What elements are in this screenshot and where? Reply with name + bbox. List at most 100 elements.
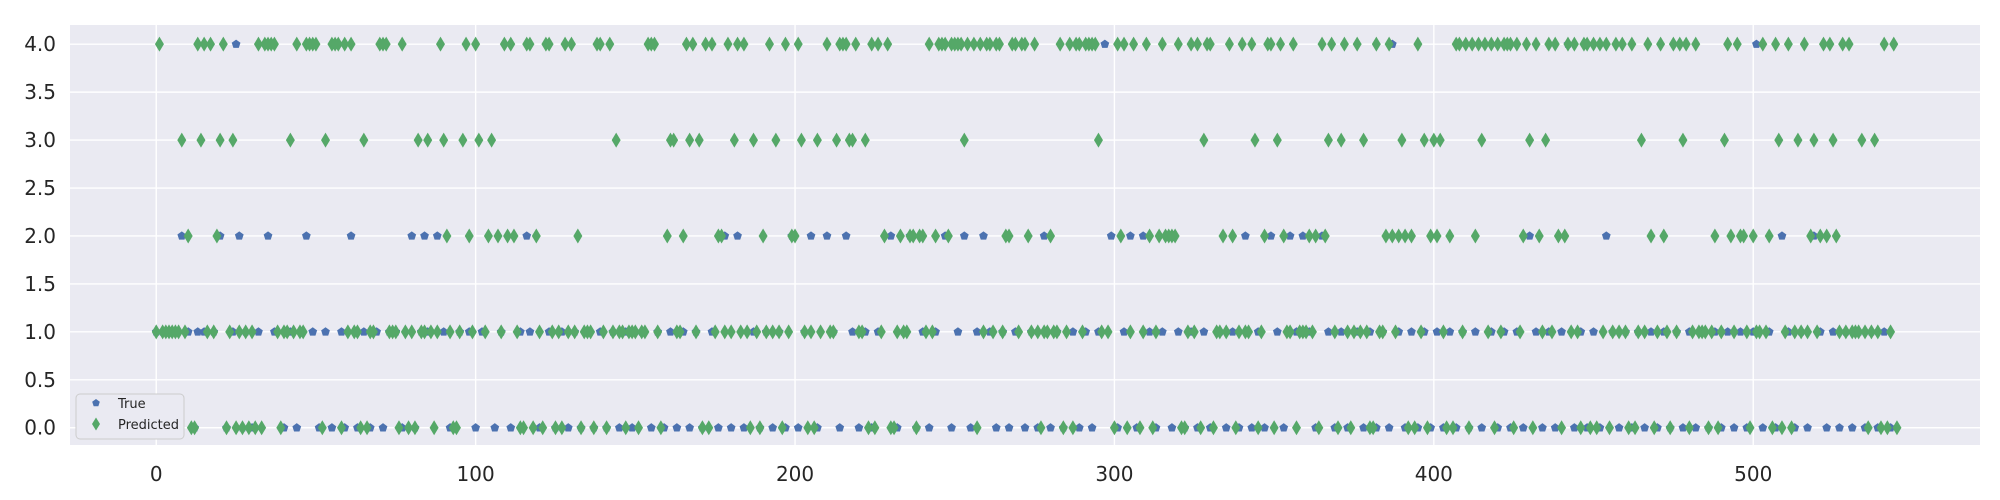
predicted-point [576, 420, 586, 436]
predicted-point [1030, 36, 1040, 52]
predicted-point [978, 324, 988, 340]
predicted-point [1253, 420, 1263, 436]
predicted-point [742, 324, 752, 340]
predicted-point [391, 324, 401, 340]
y-tick-label: 3.5 [24, 80, 56, 104]
predicted-point [1435, 132, 1445, 148]
true-point [991, 423, 1001, 432]
predicted-point [321, 132, 331, 148]
true-point [835, 423, 845, 432]
predicted-point [474, 132, 484, 148]
true-point [1138, 231, 1148, 240]
predicted-point [809, 420, 819, 436]
true-point [1752, 39, 1761, 48]
predicted-point [1566, 324, 1576, 340]
predicted-point [1218, 228, 1228, 244]
legend-label-true: True [117, 397, 146, 412]
predicted-point [458, 132, 468, 148]
predicted-point [921, 324, 931, 340]
predicted-point [499, 36, 509, 52]
predicted-point [525, 36, 535, 52]
predicted-point [1442, 420, 1452, 436]
predicted-point [1518, 228, 1528, 244]
x-tick-label: 300 [1095, 462, 1133, 486]
predicted-point [174, 324, 184, 340]
predicted-point [803, 420, 813, 436]
x-axis-ticks: 0 100 200 300 400 500 [150, 462, 1772, 486]
predicted-point [1477, 132, 1487, 148]
predicted-point [1537, 324, 1547, 340]
true-point [1723, 327, 1733, 336]
predicted-point [1889, 36, 1899, 52]
predicted-point [969, 36, 979, 52]
true-point [841, 231, 851, 240]
y-tick-label: 1.0 [24, 320, 56, 344]
predicted-point [1122, 420, 1132, 436]
predicted-point [1349, 324, 1359, 340]
predicted-point [1678, 132, 1688, 148]
true-point [614, 423, 624, 432]
true-point [1260, 423, 1269, 432]
true-point [1525, 231, 1535, 240]
predicted-point [1113, 36, 1123, 52]
predicted-point [598, 324, 608, 340]
predicted-point [1774, 132, 1784, 148]
predicted-point [1490, 420, 1500, 436]
predicted-point [1662, 324, 1672, 340]
predicted-point [1892, 420, 1902, 436]
predicted-point [1422, 420, 1432, 436]
true-point [1359, 423, 1368, 432]
predicted-point [1617, 36, 1627, 52]
predicted-point [196, 132, 206, 148]
true-point [1106, 231, 1116, 240]
predicted-point [359, 132, 369, 148]
predicted-point [1138, 324, 1148, 340]
true-point [506, 423, 516, 432]
predicted-point [317, 420, 327, 436]
predicted-point [1886, 324, 1896, 340]
true-point [1678, 423, 1688, 432]
predicted-point [1815, 228, 1825, 244]
predicted-point [963, 36, 973, 52]
predicted-point [1585, 420, 1595, 436]
predicted-point [1528, 420, 1538, 436]
predicted-point [1276, 36, 1286, 52]
predicted-point [656, 420, 666, 436]
predicted-point [681, 36, 691, 52]
predicted-point [876, 324, 886, 340]
predicted-point [1141, 36, 1151, 52]
true-point [979, 231, 988, 240]
predicted-point [1796, 324, 1806, 340]
true-point [1336, 327, 1346, 336]
predicted-point [892, 324, 902, 340]
true-point [1557, 327, 1566, 336]
predicted-point [1767, 420, 1777, 436]
predicted-point [550, 420, 560, 436]
predicted-point [777, 420, 787, 436]
predicted-point [289, 324, 299, 340]
predicted-point [1336, 132, 1346, 148]
true-point [1285, 231, 1295, 240]
predicted-point [1812, 324, 1822, 340]
true-point [1803, 423, 1812, 432]
predicted-point [1505, 36, 1515, 52]
predicted-point [1148, 420, 1158, 436]
predicted-point [1589, 36, 1599, 52]
predicted-point [1470, 228, 1480, 244]
predicted-point [1327, 36, 1337, 52]
predicted-point [768, 324, 778, 340]
predicted-point [253, 36, 263, 52]
true-point [1640, 423, 1650, 432]
predicted-point [1844, 36, 1854, 52]
predicted-point [1659, 228, 1669, 244]
predicted-point [793, 36, 803, 52]
predicted-point [1384, 36, 1394, 52]
predicted-point [1074, 36, 1084, 52]
predicted-point [1119, 36, 1129, 52]
predicted-point [1828, 132, 1838, 148]
predicted-point [618, 324, 628, 340]
true-point [714, 423, 723, 432]
predicted-point [1196, 420, 1206, 436]
true-point [321, 327, 330, 336]
predicted-point [1652, 324, 1662, 340]
